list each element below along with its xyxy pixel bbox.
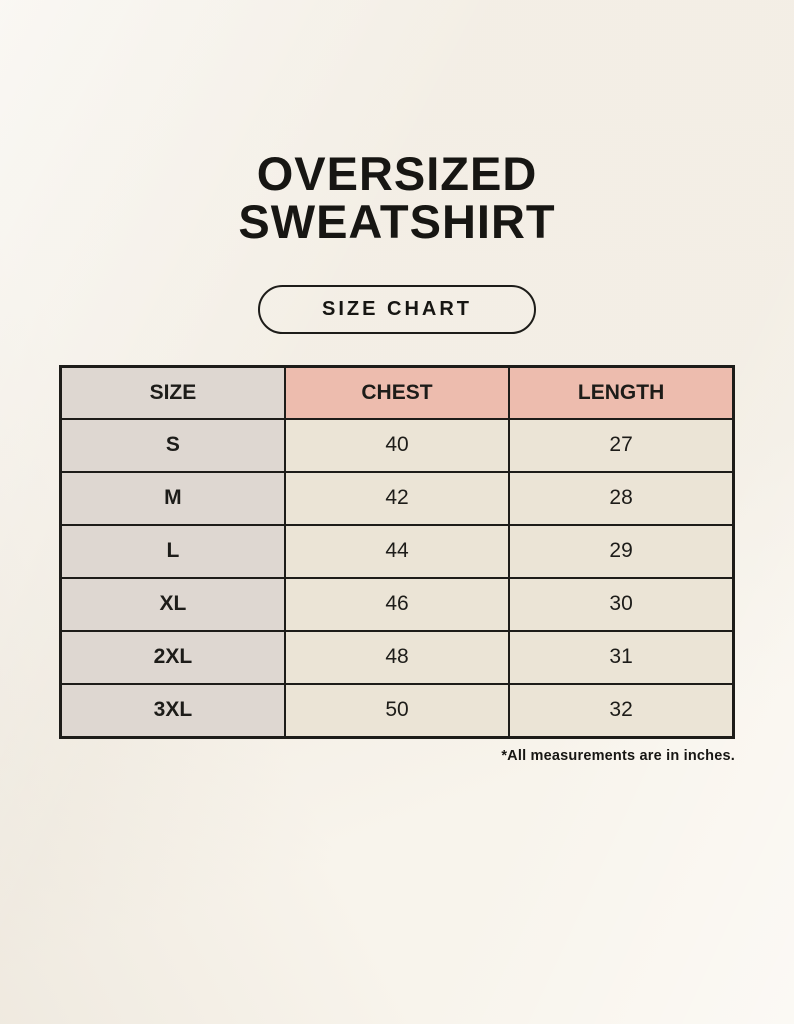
page-title-line1: OVERSIZED (256, 147, 538, 200)
length-value: 31 (508, 629, 735, 685)
length-value: 28 (508, 470, 735, 526)
size-chart-badge-label: SIZE CHART (322, 297, 472, 320)
size-label: S (59, 417, 286, 473)
size-label: L (59, 523, 286, 579)
size-label: M (59, 470, 286, 526)
chest-value: 46 (283, 576, 511, 632)
table-row: S 40 27 (59, 417, 735, 473)
table-row: 2XL 48 31 (59, 629, 735, 685)
chest-value: 40 (283, 417, 511, 473)
size-label: XL (59, 576, 286, 632)
size-label: 3XL (59, 682, 286, 739)
length-value: 32 (508, 682, 735, 739)
table-row: XL 46 30 (59, 576, 735, 632)
size-table: SIZE CHEST LENGTH S 40 27 M 42 28 L (59, 364, 735, 739)
measurement-footnote: *All measurements are in inches. (501, 747, 735, 764)
length-value: 29 (508, 523, 735, 579)
column-header-length: LENGTH (508, 365, 735, 420)
page-title-line2: SWEATSHIRT (238, 194, 556, 248)
length-value: 27 (508, 417, 735, 473)
chest-value: 48 (283, 629, 511, 685)
table-row: 3XL 50 32 (59, 682, 735, 739)
page-title: OVERSIZED SWEATSHIRT (0, 0, 794, 246)
column-header-chest: CHEST (283, 365, 511, 420)
length-value: 30 (508, 576, 735, 632)
size-table-header: SIZE CHEST LENGTH (59, 365, 735, 420)
size-chart-badge: SIZE CHART (258, 284, 536, 334)
table-row: L 44 29 (59, 523, 735, 579)
chest-value: 50 (283, 682, 511, 739)
header-row: SIZE CHEST LENGTH (59, 365, 735, 420)
chest-value: 42 (283, 470, 511, 526)
chest-value: 44 (283, 523, 511, 579)
size-table-body: S 40 27 M 42 28 L 44 29 XL 46 30 (59, 417, 735, 739)
size-label: 2XL (59, 629, 286, 685)
table-row: M 42 28 (59, 470, 735, 526)
column-header-size: SIZE (59, 365, 286, 420)
